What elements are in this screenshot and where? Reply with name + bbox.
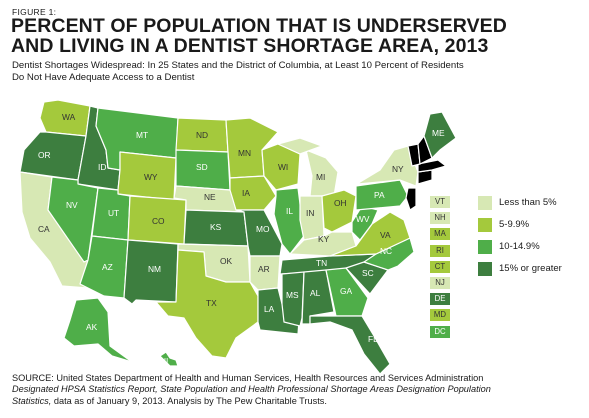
label-ga: GA [340,286,353,296]
label-sc: SC [362,268,374,278]
label-ut: UT [108,208,119,218]
source-line-3-rest: data as of January 9, 2013. Analysis by … [51,395,327,406]
label-fl: FL [368,334,378,344]
label-ak: AK [86,322,98,332]
source-note: SOURCE: United States Department of Heal… [12,373,582,407]
label-wi: WI [278,162,288,172]
state-ma [417,159,447,173]
small-state-nh: NH [430,212,450,225]
label-wy: WY [144,172,158,182]
small-state-nj: NJ [430,277,450,289]
map-subtitle: Dentist Shortages Widespread: In 25 Stat… [12,60,582,83]
label-nm: NM [148,264,161,274]
label-nc: NC [380,246,392,256]
small-state-dc: DC [430,325,450,338]
state-ak [63,297,133,363]
label-me: ME [432,128,445,138]
label-ok: OK [220,256,233,266]
legend-swatch [478,262,492,276]
source-line-1: SOURCE: United States Department of Heal… [12,373,484,383]
small-state-ct: CT [430,260,450,273]
label-ks: KS [210,222,222,232]
map-title: PERCENT OF POPULATION THAT IS UNDERSERVE… [11,16,581,56]
label-pa: PA [374,190,385,200]
label-ms: MS [286,290,299,300]
label-tx: TX [206,298,217,308]
subtitle-line-1: Dentist Shortages Widespread: In 25 Stat… [12,60,464,71]
label-ia: IA [242,188,250,198]
legend-label: 10-14.9% [499,241,540,252]
state-ga [325,267,369,317]
label-nd: ND [196,130,208,140]
label-ne: NE [204,192,216,202]
legend-item: 10-14.9% [478,240,588,254]
figure-label: FIGURE 1: [12,7,57,17]
label-co: CO [152,216,165,226]
small-state-ma: MA [430,228,450,241]
label-ny: NY [392,164,404,174]
legend-item: 5-9.9% [478,218,588,232]
small-state-de: DE [430,293,450,306]
small-state-ri: RI [430,244,450,257]
small-state-md: MD [430,309,450,322]
label-tn: TN [316,258,327,268]
label-mn: MN [238,148,251,158]
label-az: AZ [102,262,113,272]
subtitle-line-2: Do Not Have Adequate Access to a Dentist [12,71,195,83]
label-sd: SD [196,162,208,172]
label-wv: WV [356,214,370,224]
label-oh: OH [334,198,347,208]
label-al: AL [310,288,321,298]
state-oh [321,189,357,233]
title-line-1: PERCENT OF POPULATION THAT IS UNDERSERVE… [11,15,507,37]
label-ca: CA [38,224,50,234]
legend-swatch [478,196,492,210]
label-la: LA [264,304,275,314]
state-il [273,187,305,255]
state-tx [155,249,259,359]
label-va: VA [380,230,391,240]
state-hi [159,351,179,367]
label-wa: WA [62,112,76,122]
label-id: ID [98,162,106,172]
label-il: IL [286,206,293,216]
small-state-vt: VT [430,196,450,208]
label-or: OR [38,150,51,160]
state-nj [405,187,417,211]
title-line-2: AND LIVING IN A DENTIST SHORTAGE AREA, 2… [11,35,489,57]
label-nv: NV [66,200,78,210]
label-in: IN [306,208,314,218]
label-mi: MI [316,172,325,182]
source-line-3-italic: Statistics, [12,395,52,406]
legend-item: 15% or greater [478,262,588,276]
legend-item: Less than 5% [478,196,588,210]
state-me [423,111,457,159]
legend-swatch [478,240,492,254]
legend-label: 15% or greater [499,263,562,274]
state-mi-upper [277,137,323,155]
legend-label: 5-9.9% [499,219,530,230]
label-ar: AR [258,264,270,274]
state-va [329,211,411,257]
label-mt: MT [136,130,148,140]
source-line-2: Designated HPSA Statistics Report, State… [12,384,491,395]
label-ky: KY [318,234,330,244]
source-line-3: Statistics, data as of January 9, 2013. … [12,396,582,407]
state-fl [309,315,391,375]
label-mo: MO [256,224,270,234]
legend-swatch [478,218,492,232]
label-hi: HI [160,356,168,366]
state-or [19,131,87,181]
legend-label: Less than 5% [499,197,557,208]
